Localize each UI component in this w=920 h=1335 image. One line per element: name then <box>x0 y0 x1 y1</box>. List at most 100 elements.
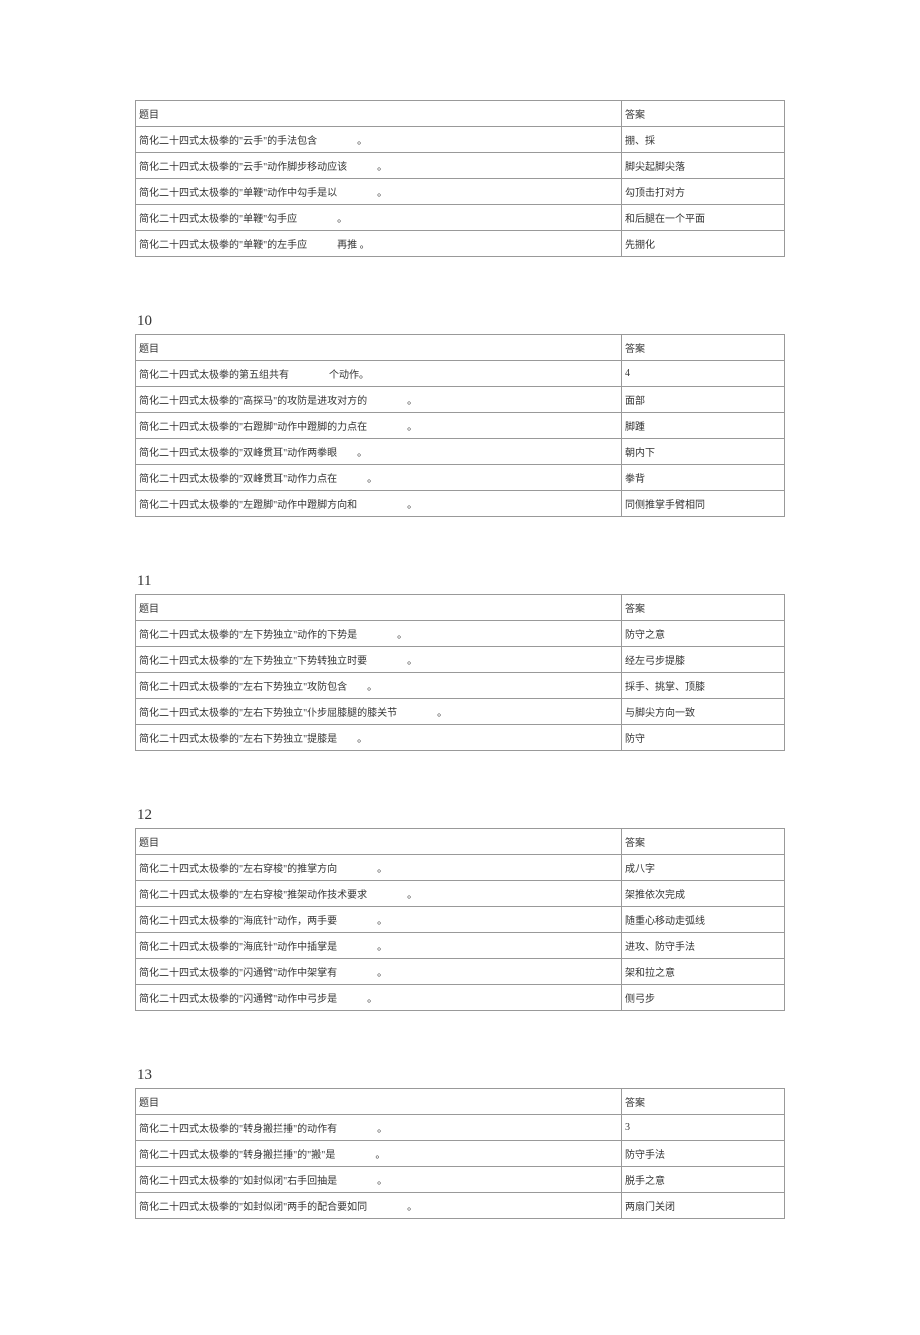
header-answer: 答案 <box>622 1089 785 1115</box>
question-cell: 简化二十四式太极拳的"如封似闭"两手的配合要如同 。 <box>136 1193 622 1219</box>
question-cell: 简化二十四式太极拳的"单鞭"勾手应 。 <box>136 205 622 231</box>
table-row: 简化二十四式太极拳的第五组共有 个动作。4 <box>136 361 785 387</box>
table-row: 简化二十四式太极拳的"左右下势独立"攻防包含 。採手、挑掌、顶膝 <box>136 673 785 699</box>
table-row: 简化二十四式太极拳的"海底针"动作，两手要 。随重心移动走弧线 <box>136 907 785 933</box>
table-row: 简化二十四式太极拳的"单鞭"动作中勾手是以 。勾顶击打对方 <box>136 179 785 205</box>
table-row: 简化二十四式太极拳的"左下势独立"下势转独立时要 。经左弓步提膝 <box>136 647 785 673</box>
question-cell: 简化二十四式太极拳的"转身搬拦捶"的"搬"是 。 <box>136 1141 622 1167</box>
answer-cell: 防守 <box>622 725 785 751</box>
question-cell: 简化二十四式太极拳的"左下势独立"下势转独立时要 。 <box>136 647 622 673</box>
table-row: 简化二十四式太极拳的"双峰贯耳"动作力点在 。拳背 <box>136 465 785 491</box>
table-header-row: 题目答案 <box>136 595 785 621</box>
answer-cell: 防守手法 <box>622 1141 785 1167</box>
question-cell: 简化二十四式太极拳的"转身搬拦捶"的动作有 。 <box>136 1115 622 1141</box>
question-cell: 简化二十四式太极拳的"左右下势独立"提膝是 。 <box>136 725 622 751</box>
qa-table: 题目答案简化二十四式太极拳的"云手"的手法包含 。掤、採简化二十四式太极拳的"云… <box>135 100 785 257</box>
answer-cell: 随重心移动走弧线 <box>622 907 785 933</box>
section-number: 10 <box>135 313 785 330</box>
section: 11 题目答案简化二十四式太极拳的"左下势独立"动作的下势是 。防守之意简化二十四… <box>135 573 785 751</box>
table-row: 简化二十四式太极拳的"闪通臂"动作中弓步是 。侧弓步 <box>136 985 785 1011</box>
header-question: 题目 <box>136 335 622 361</box>
answer-cell: 架和拉之意 <box>622 959 785 985</box>
question-cell: 简化二十四式太极拳的"双峰贯耳"动作力点在 。 <box>136 465 622 491</box>
question-cell: 简化二十四式太极拳的"海底针"动作，两手要 。 <box>136 907 622 933</box>
answer-cell: 经左弓步提膝 <box>622 647 785 673</box>
question-cell: 简化二十四式太极拳的"云手"动作脚步移动应该 。 <box>136 153 622 179</box>
table-row: 简化二十四式太极拳的"单鞭"勾手应 。和后腿在一个平面 <box>136 205 785 231</box>
answer-cell: 3 <box>622 1115 785 1141</box>
answer-cell: 脚尖起脚尖落 <box>622 153 785 179</box>
answer-cell: 掤、採 <box>622 127 785 153</box>
question-cell: 简化二十四式太极拳的"如封似闭"右手回抽是 。 <box>136 1167 622 1193</box>
table-row: 简化二十四式太极拳的"云手"的手法包含 。掤、採 <box>136 127 785 153</box>
answer-cell: 同侧推掌手臂相同 <box>622 491 785 517</box>
header-question: 题目 <box>136 101 622 127</box>
question-cell: 简化二十四式太极拳的"左右穿梭"的推掌方向 。 <box>136 855 622 881</box>
answer-cell: 朝内下 <box>622 439 785 465</box>
table-row: 简化二十四式太极拳的"右蹬脚"动作中蹬脚的力点在 。脚踵 <box>136 413 785 439</box>
header-answer: 答案 <box>622 335 785 361</box>
table-row: 简化二十四式太极拳的"如封似闭"两手的配合要如同 。两扇门关闭 <box>136 1193 785 1219</box>
table-header-row: 题目答案 <box>136 829 785 855</box>
question-cell: 简化二十四式太极拳的"左蹬脚"动作中蹬脚方向和 。 <box>136 491 622 517</box>
table-row: 简化二十四式太极拳的"云手"动作脚步移动应该 。脚尖起脚尖落 <box>136 153 785 179</box>
header-question: 题目 <box>136 1089 622 1115</box>
qa-table: 题目答案简化二十四式太极拳的"转身搬拦捶"的动作有 。3简化二十四式太极拳的"转… <box>135 1088 785 1219</box>
header-answer: 答案 <box>622 595 785 621</box>
table-row: 简化二十四式太极拳的"转身搬拦捶"的"搬"是 。防守手法 <box>136 1141 785 1167</box>
section: 12题目答案简化二十四式太极拳的"左右穿梭"的推掌方向 。成八字简化二十四式太极… <box>135 807 785 1011</box>
section: 题目答案简化二十四式太极拳的"云手"的手法包含 。掤、採简化二十四式太极拳的"云… <box>135 100 785 257</box>
header-question: 题目 <box>136 829 622 855</box>
table-row: 简化二十四式太极拳的"转身搬拦捶"的动作有 。3 <box>136 1115 785 1141</box>
header-answer: 答案 <box>622 101 785 127</box>
question-cell: 简化二十四式太极拳的"右蹬脚"动作中蹬脚的力点在 。 <box>136 413 622 439</box>
section-number: 13 <box>135 1067 785 1084</box>
answer-cell: 侧弓步 <box>622 985 785 1011</box>
answer-cell: 成八字 <box>622 855 785 881</box>
question-cell: 简化二十四式太极拳的"左右穿梭"推架动作技术要求 。 <box>136 881 622 907</box>
answer-cell: 拳背 <box>622 465 785 491</box>
table-row: 简化二十四式太极拳的"左下势独立"动作的下势是 。防守之意 <box>136 621 785 647</box>
answer-cell: 与脚尖方向一致 <box>622 699 785 725</box>
table-row: 简化二十四式太极拳的"左右下势独立"仆步屈膝腿的膝关节 。与脚尖方向一致 <box>136 699 785 725</box>
question-cell: 简化二十四式太极拳的"左下势独立"动作的下势是 。 <box>136 621 622 647</box>
question-cell: 简化二十四式太极拳的"高探马"的攻防是进攻对方的 。 <box>136 387 622 413</box>
table-row: 简化二十四式太极拳的"左蹬脚"动作中蹬脚方向和 。同侧推掌手臂相同 <box>136 491 785 517</box>
answer-cell: 脱手之意 <box>622 1167 785 1193</box>
section-number: 12 <box>135 807 785 824</box>
answer-cell: 和后腿在一个平面 <box>622 205 785 231</box>
answer-cell: 採手、挑掌、顶膝 <box>622 673 785 699</box>
answer-cell: 先掤化 <box>622 231 785 257</box>
header-question: 题目 <box>136 595 622 621</box>
answer-cell: 进攻、防守手法 <box>622 933 785 959</box>
header-answer: 答案 <box>622 829 785 855</box>
table-row: 简化二十四式太极拳的"闪通臂"动作中架掌有 。架和拉之意 <box>136 959 785 985</box>
answer-cell: 4 <box>622 361 785 387</box>
question-cell: 简化二十四式太极拳的"双峰贯耳"动作两拳眼 。 <box>136 439 622 465</box>
qa-table: 题目答案简化二十四式太极拳的"左右穿梭"的推掌方向 。成八字简化二十四式太极拳的… <box>135 828 785 1011</box>
section-number: 11 <box>135 573 785 590</box>
table-row: 简化二十四式太极拳的"海底针"动作中插掌是 。进攻、防守手法 <box>136 933 785 959</box>
table-row: 简化二十四式太极拳的"高探马"的攻防是进攻对方的 。面部 <box>136 387 785 413</box>
question-cell: 简化二十四式太极拳的"闪通臂"动作中弓步是 。 <box>136 985 622 1011</box>
answer-cell: 两扇门关闭 <box>622 1193 785 1219</box>
question-cell: 简化二十四式太极拳的"闪通臂"动作中架掌有 。 <box>136 959 622 985</box>
table-header-row: 题目答案 <box>136 1089 785 1115</box>
answer-cell: 面部 <box>622 387 785 413</box>
section: 13题目答案简化二十四式太极拳的"转身搬拦捶"的动作有 。3简化二十四式太极拳的… <box>135 1067 785 1219</box>
question-cell: 简化二十四式太极拳的"左右下势独立"仆步屈膝腿的膝关节 。 <box>136 699 622 725</box>
question-cell: 简化二十四式太极拳的"左右下势独立"攻防包含 。 <box>136 673 622 699</box>
table-row: 简化二十四式太极拳的"双峰贯耳"动作两拳眼 。朝内下 <box>136 439 785 465</box>
answer-cell: 脚踵 <box>622 413 785 439</box>
question-cell: 简化二十四式太极拳的"单鞭"的左手应 再推 。 <box>136 231 622 257</box>
question-cell: 简化二十四式太极拳的"海底针"动作中插掌是 。 <box>136 933 622 959</box>
qa-table: 题目答案简化二十四式太极拳的"左下势独立"动作的下势是 。防守之意简化二十四式太… <box>135 594 785 751</box>
question-cell: 简化二十四式太极拳的"云手"的手法包含 。 <box>136 127 622 153</box>
section: 10 题目答案简化二十四式太极拳的第五组共有 个动作。4简化二十四式太极拳的"高探… <box>135 313 785 517</box>
table-row: 简化二十四式太极拳的"如封似闭"右手回抽是 。脱手之意 <box>136 1167 785 1193</box>
table-row: 简化二十四式太极拳的"左右穿梭"推架动作技术要求 。架推依次完成 <box>136 881 785 907</box>
table-row: 简化二十四式太极拳的"左右下势独立"提膝是 。防守 <box>136 725 785 751</box>
question-cell: 简化二十四式太极拳的"单鞭"动作中勾手是以 。 <box>136 179 622 205</box>
qa-table: 题目答案简化二十四式太极拳的第五组共有 个动作。4简化二十四式太极拳的"高探马"… <box>135 334 785 517</box>
table-row: 简化二十四式太极拳的"单鞭"的左手应 再推 。先掤化 <box>136 231 785 257</box>
